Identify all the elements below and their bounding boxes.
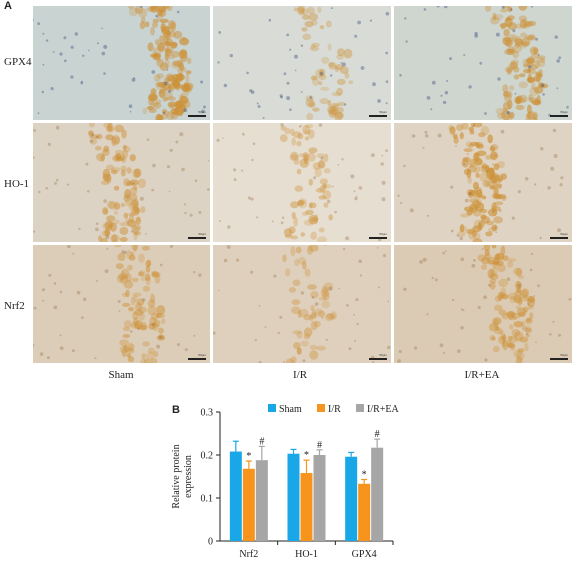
scale-bar-label: 50μm [379, 110, 387, 114]
micrograph-nrf2-sham: 50μm [33, 245, 210, 363]
panel-a-letter: A [4, 0, 12, 12]
bar-i-r-ea-nrf2 [255, 460, 268, 541]
scale-bar [550, 237, 568, 239]
col-label-sham: Sham [108, 369, 134, 381]
row-label-nrf2: Nrf2 [4, 300, 25, 312]
scale-bar [369, 115, 387, 117]
y-tick-label: 0 [208, 537, 213, 548]
y-tick-label: 0.3 [201, 408, 214, 419]
significance-mark: # [375, 429, 380, 440]
y-tick-label: 0.1 [201, 494, 214, 505]
panel-b-letter: B [172, 404, 180, 416]
bar-i-r-nrf2 [242, 468, 255, 541]
scale-bar-label: 50μm [198, 353, 206, 357]
y-axis-label: Relative proteinexpression [171, 444, 194, 508]
scale-bar [369, 237, 387, 239]
significance-mark: * [304, 450, 309, 461]
x-tick-label: Nrf2 [239, 549, 258, 560]
micrograph-ho1-ir: 50μm [213, 123, 391, 242]
scale-bar [188, 115, 206, 117]
row-label-ho1: HO-1 [4, 178, 30, 190]
micrograph-nrf2-ir: 50μm [213, 245, 391, 363]
micrograph-ho1-sham: 50μm [33, 123, 210, 242]
legend-swatch [268, 404, 276, 412]
legend-swatch [317, 404, 325, 412]
scale-bar-label: 50μm [379, 353, 387, 357]
legend-label: I/R+EA [367, 404, 400, 415]
significance-mark: * [362, 470, 367, 481]
significance-mark: # [259, 436, 264, 447]
bar-sham-ho-1 [287, 453, 300, 541]
micrograph-gpx4-irea: 50μm [394, 6, 572, 120]
scale-bar-label: 50μm [560, 232, 568, 236]
bar-sham-gpx4 [345, 456, 358, 541]
scale-bar [188, 237, 206, 239]
scale-bar [369, 358, 387, 360]
x-tick-label: HO-1 [295, 549, 318, 560]
bar-sham-nrf2 [229, 451, 242, 541]
micrograph-gpx4-ir: 50μm [213, 6, 391, 120]
legend-label: I/R [328, 404, 341, 415]
micrograph-ho1-irea: 50μm [394, 123, 572, 242]
scale-bar [550, 358, 568, 360]
legend-label: Sham [279, 404, 302, 415]
scale-bar [550, 115, 568, 117]
bar-i-r-ea-ho-1 [313, 455, 326, 541]
bar-i-r-ea-gpx4 [371, 447, 384, 541]
col-label-ir: I/R [292, 369, 308, 381]
scale-bar [188, 358, 206, 360]
micrograph-gpx4-sham: 50μm [33, 6, 210, 120]
col-label-irea: I/R+EA [464, 369, 500, 381]
micrograph-nrf2-irea: 50μm [394, 245, 572, 363]
scale-bar-label: 50μm [379, 232, 387, 236]
bar-i-r-gpx4 [358, 483, 371, 541]
y-tick-label: 0.2 [201, 451, 214, 462]
row-label-gpx4: GPX4 [4, 56, 32, 68]
scale-bar-label: 50μm [560, 353, 568, 357]
significance-mark: # [317, 440, 322, 451]
bar-i-r-ho-1 [300, 473, 313, 541]
legend-swatch [356, 404, 364, 412]
x-tick-label: GPX4 [352, 549, 377, 560]
scale-bar-label: 50μm [560, 110, 568, 114]
scale-bar-label: 50μm [198, 110, 206, 114]
scale-bar-label: 50μm [198, 232, 206, 236]
significance-mark: * [246, 451, 251, 462]
